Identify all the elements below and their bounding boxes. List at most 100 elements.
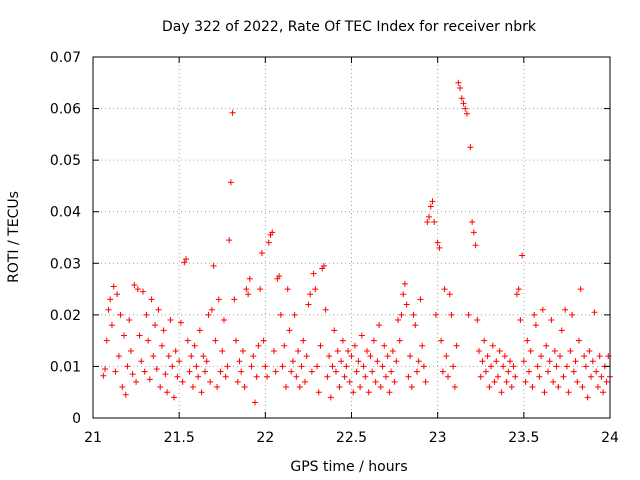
data-point xyxy=(401,280,408,287)
data-point xyxy=(122,391,129,398)
data-point xyxy=(305,301,312,308)
data-point xyxy=(133,378,140,385)
data-point xyxy=(346,378,353,385)
data-point xyxy=(434,239,441,246)
data-point xyxy=(532,322,539,329)
data-point xyxy=(432,311,439,318)
data-point xyxy=(176,358,183,365)
data-point xyxy=(152,322,159,329)
data-point xyxy=(205,311,212,318)
data-point xyxy=(110,283,117,290)
data-point xyxy=(217,368,224,375)
data-point xyxy=(438,337,445,344)
data-point xyxy=(139,288,146,295)
data-point xyxy=(114,291,121,298)
x-tick-label: 21.5 xyxy=(164,430,195,446)
x-tick-label: 22 xyxy=(256,430,274,446)
data-point xyxy=(503,378,510,385)
data-point xyxy=(155,306,162,313)
data-point xyxy=(524,337,531,344)
data-point xyxy=(338,358,345,365)
data-point xyxy=(582,363,589,370)
data-point xyxy=(145,337,152,344)
data-point xyxy=(551,347,558,354)
data-point xyxy=(298,363,305,370)
data-point xyxy=(560,373,567,380)
data-point xyxy=(410,311,417,318)
data-point xyxy=(405,373,412,380)
data-point xyxy=(320,262,327,269)
data-point xyxy=(520,358,527,365)
data-point xyxy=(419,342,426,349)
data-point xyxy=(193,363,200,370)
data-point xyxy=(329,363,336,370)
data-point xyxy=(541,389,548,396)
data-point xyxy=(357,384,364,391)
data-point xyxy=(384,353,391,360)
data-point xyxy=(100,372,107,379)
data-point xyxy=(108,322,115,329)
data-point xyxy=(448,311,455,318)
data-point xyxy=(369,368,376,375)
data-point xyxy=(286,327,293,334)
data-point xyxy=(264,373,271,380)
data-point xyxy=(562,306,569,313)
data-point xyxy=(234,378,241,385)
data-point xyxy=(277,311,284,318)
data-point xyxy=(439,368,446,375)
data-point xyxy=(555,384,562,391)
grid-lines xyxy=(93,57,610,418)
data-point xyxy=(348,353,355,360)
data-point xyxy=(548,317,555,324)
chart-title: Day 322 of 2022, Rate Of TEC Index for r… xyxy=(162,19,537,35)
data-point xyxy=(112,368,119,375)
data-point xyxy=(289,358,296,365)
data-point xyxy=(284,286,291,293)
data-point xyxy=(107,296,114,303)
data-point xyxy=(581,353,588,360)
data-point xyxy=(117,311,124,318)
data-point xyxy=(236,358,243,365)
data-point xyxy=(450,363,457,370)
data-point xyxy=(248,363,255,370)
data-point xyxy=(374,358,381,365)
data-point xyxy=(301,378,308,385)
data-point xyxy=(476,347,483,354)
data-point xyxy=(203,358,210,365)
data-point xyxy=(507,358,514,365)
data-point xyxy=(317,342,324,349)
data-point xyxy=(484,353,491,360)
data-point xyxy=(441,286,448,293)
data-point xyxy=(472,242,479,249)
data-point xyxy=(460,100,467,107)
data-point xyxy=(491,378,498,385)
data-point xyxy=(546,358,553,365)
data-point xyxy=(494,373,501,380)
data-point xyxy=(241,384,248,391)
data-point xyxy=(258,249,265,256)
data-point xyxy=(474,317,481,324)
data-point xyxy=(572,358,579,365)
data-point xyxy=(367,353,374,360)
data-point xyxy=(519,252,526,259)
data-point xyxy=(129,371,136,378)
data-point xyxy=(167,317,174,324)
data-point xyxy=(469,219,476,226)
data-point xyxy=(198,389,205,396)
data-point xyxy=(370,337,377,344)
data-point xyxy=(293,373,300,380)
data-point xyxy=(314,363,321,370)
data-point xyxy=(105,306,112,313)
data-point xyxy=(291,311,298,318)
data-point xyxy=(395,317,402,324)
y-tick-label: 0.07 xyxy=(50,50,81,66)
data-point xyxy=(262,363,269,370)
data-point xyxy=(517,317,524,324)
data-point xyxy=(327,394,334,401)
data-point xyxy=(538,353,545,360)
data-point xyxy=(191,342,198,349)
data-point xyxy=(219,347,226,354)
data-point xyxy=(276,273,283,280)
data-point xyxy=(172,347,179,354)
